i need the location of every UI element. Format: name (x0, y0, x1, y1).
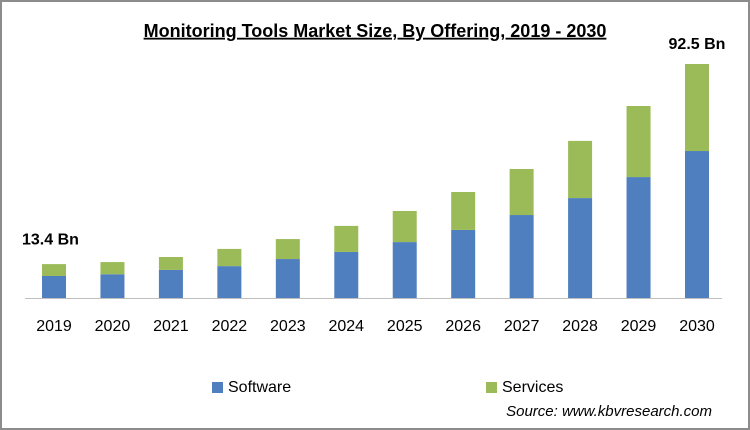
bar-segment (334, 225, 359, 252)
x-tick-label: 2028 (562, 318, 598, 335)
x-tick-label: 2030 (679, 318, 715, 335)
x-tick-label: 2023 (270, 318, 306, 335)
bar-segment (685, 151, 709, 298)
bar-segment (451, 192, 476, 230)
bar-segment (568, 198, 593, 298)
x-tick-label: 2022 (212, 318, 248, 335)
bar-segment (42, 275, 66, 298)
annotation: 92.5 Bn (669, 36, 726, 53)
bar-segment (275, 259, 300, 298)
bar-segment (626, 177, 651, 298)
x-tick-label: 2019 (36, 318, 72, 335)
bar-segment (509, 168, 534, 216)
bar-segment (158, 257, 183, 270)
bar-segment (42, 264, 66, 276)
x-tick-label: 2026 (445, 318, 481, 335)
bar-segment (626, 105, 651, 178)
bar-segment (158, 269, 183, 298)
x-tick-label: 2027 (504, 318, 540, 335)
bar-segment (275, 239, 300, 260)
chart-title: Monitoring Tools Market Size, By Offerin… (144, 21, 607, 41)
bar-segment (217, 266, 242, 298)
x-tick-label: 2020 (95, 318, 131, 335)
annotation: 13.4 Bn (22, 231, 79, 248)
bar-segment (334, 251, 359, 298)
legend-label: Services (502, 379, 563, 396)
x-tick-label: 2024 (328, 318, 364, 335)
legend-swatch (212, 382, 223, 393)
legend-swatch (486, 382, 497, 393)
bar-segment (217, 248, 242, 267)
legend-label: Software (228, 379, 291, 396)
bar-segment (451, 229, 476, 298)
bar-segment (392, 242, 417, 298)
bar-segment (100, 274, 125, 298)
bar-segment (568, 140, 593, 199)
bar-segment (100, 262, 125, 275)
bar-segment (685, 64, 709, 152)
bar-segment (392, 210, 417, 243)
bar-segment (509, 215, 534, 298)
x-tick-label: 2025 (387, 318, 423, 335)
x-tick-label: 2021 (153, 318, 189, 335)
source: Source: www.kbvresearch.com (506, 403, 712, 420)
x-tick-label: 2029 (621, 318, 657, 335)
